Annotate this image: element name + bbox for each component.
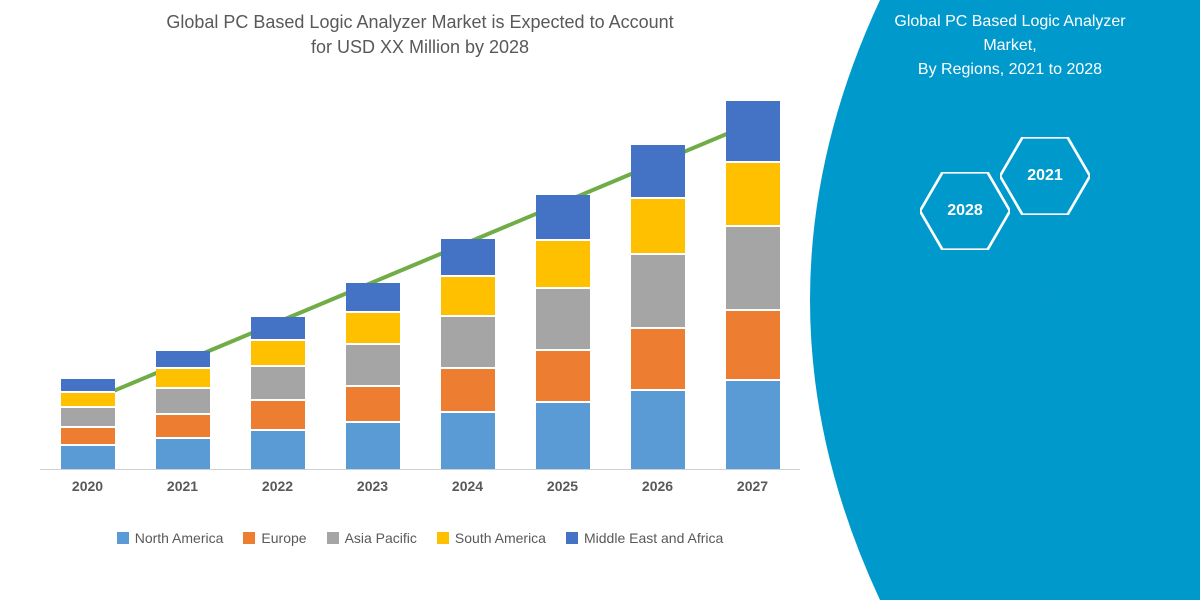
bar-stack (61, 379, 115, 469)
x-axis-labels: 20202021202220232024202520262027 (40, 478, 800, 494)
bar-segment (346, 421, 400, 469)
bar-group (438, 239, 498, 469)
chart-title-line1: Global PC Based Logic Analyzer Market is… (166, 12, 673, 32)
bar-segment (441, 411, 495, 469)
x-axis-label: 2022 (248, 478, 308, 494)
x-axis-label: 2023 (343, 478, 403, 494)
right-title-line3: By Regions, 2021 to 2028 (918, 61, 1102, 78)
bar-segment (251, 339, 305, 365)
x-axis-label: 2024 (438, 478, 498, 494)
bar-segment (156, 387, 210, 413)
chart-legend: North America Europe Asia Pacific South Ame… (40, 530, 800, 546)
bar-segment (631, 389, 685, 469)
bar-segment (61, 391, 115, 406)
bar-stack (346, 283, 400, 469)
bar-segment (441, 275, 495, 315)
bar-segment (536, 195, 590, 239)
bar-group (58, 379, 118, 469)
bar-segment (251, 399, 305, 429)
bar-segment (251, 317, 305, 339)
bar-segment (631, 253, 685, 327)
bar-stack (441, 239, 495, 469)
right-panel: Global PC Based Logic Analyzer Market, B… (820, 0, 1200, 600)
x-axis-label: 2025 (533, 478, 593, 494)
bar-segment (346, 343, 400, 385)
legend-label: Middle East and Africa (584, 530, 723, 546)
legend-swatch (437, 532, 449, 544)
x-axis-label: 2020 (58, 478, 118, 494)
bar-segment (156, 351, 210, 367)
legend-swatch (117, 532, 129, 544)
legend-label: North America (135, 530, 224, 546)
bar-segment (61, 444, 115, 469)
bar-stack (631, 145, 685, 469)
x-axis-label: 2026 (628, 478, 688, 494)
legend-item: Europe (243, 530, 306, 546)
legend-label: Asia Pacific (345, 530, 417, 546)
bar-segment (251, 429, 305, 469)
bar-segment (346, 283, 400, 311)
chart-title-line2: for USD XX Million by 2028 (311, 37, 529, 57)
legend-swatch (566, 532, 578, 544)
bar-group (248, 317, 308, 469)
bar-segment (156, 437, 210, 469)
legend-swatch (243, 532, 255, 544)
hexagon-2028: 2028 (920, 172, 1010, 250)
bar-segment (631, 327, 685, 389)
bar-segment (156, 367, 210, 387)
bar-segment (346, 311, 400, 343)
bar-segment (346, 385, 400, 421)
bar-segment (536, 287, 590, 349)
hexagon-2021: 2021 (1000, 137, 1090, 215)
x-axis-label: 2021 (153, 478, 213, 494)
bar-segment (631, 145, 685, 197)
bar-segment (156, 413, 210, 437)
legend-label: South America (455, 530, 546, 546)
bar-segment (536, 239, 590, 287)
right-title-line2: Market, (983, 37, 1036, 54)
legend-item: Asia Pacific (327, 530, 417, 546)
chart-section: Global PC Based Logic Analyzer Market is… (0, 0, 820, 600)
bar-segment (536, 401, 590, 469)
bar-segment (441, 315, 495, 367)
bar-segment (251, 365, 305, 399)
legend-swatch (327, 532, 339, 544)
bar-segment (536, 349, 590, 401)
legend-item: North America (117, 530, 224, 546)
bar-group (628, 145, 688, 469)
bar-segment (631, 197, 685, 253)
right-panel-title: Global PC Based Logic Analyzer Market, B… (840, 10, 1180, 82)
bar-segment (61, 426, 115, 444)
bar-group (343, 283, 403, 469)
bar-stack (156, 351, 210, 469)
hexagon-group: 2028 2021 (910, 122, 1110, 272)
bar-segment (61, 379, 115, 391)
bars-container (40, 90, 800, 470)
legend-item: Middle East and Africa (566, 530, 723, 546)
chart-title: Global PC Based Logic Analyzer Market is… (40, 10, 800, 60)
bar-stack (251, 317, 305, 469)
bar-stack (536, 195, 590, 469)
legend-item: South America (437, 530, 546, 546)
right-title-line1: Global PC Based Logic Analyzer (894, 13, 1125, 30)
bar-group (533, 195, 593, 469)
hex-2028-label: 2028 (947, 202, 983, 220)
bar-segment (441, 239, 495, 275)
chart-area: 20202021202220232024202520262027 (40, 90, 800, 510)
hex-2021-label: 2021 (1027, 167, 1063, 185)
right-panel-content: Global PC Based Logic Analyzer Market, B… (820, 0, 1200, 322)
main-container: Global PC Based Logic Analyzer Market is… (0, 0, 1200, 600)
legend-label: Europe (261, 530, 306, 546)
bar-segment (61, 406, 115, 426)
bar-segment (441, 367, 495, 411)
bar-group (153, 351, 213, 469)
